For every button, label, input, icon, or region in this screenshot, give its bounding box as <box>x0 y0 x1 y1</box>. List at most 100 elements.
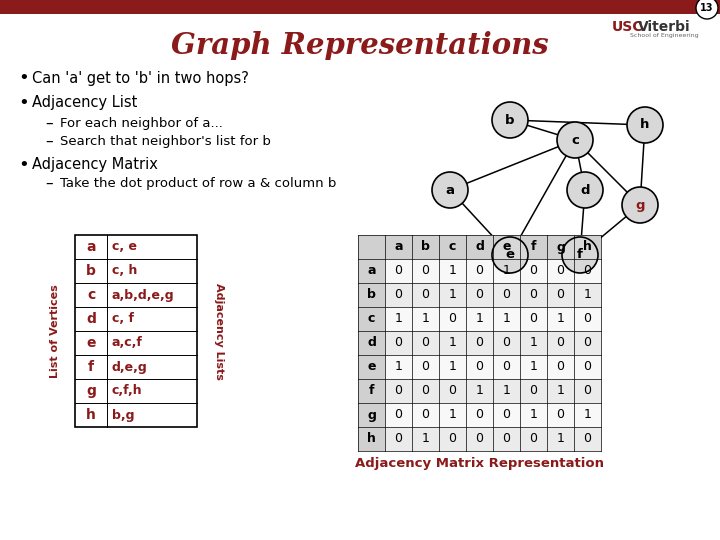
Text: 0: 0 <box>475 361 484 374</box>
Bar <box>358 235 385 259</box>
Circle shape <box>492 102 528 138</box>
Text: 0: 0 <box>449 433 456 446</box>
Text: 1: 1 <box>557 433 564 446</box>
Text: b,g: b,g <box>112 408 135 422</box>
Text: 1: 1 <box>530 361 537 374</box>
Bar <box>358 307 601 331</box>
Text: 0: 0 <box>583 265 592 278</box>
Text: c,f,h: c,f,h <box>112 384 143 397</box>
Text: Can 'a' get to 'b' in two hops?: Can 'a' get to 'b' in two hops? <box>32 71 249 85</box>
Circle shape <box>627 107 663 143</box>
Text: 0: 0 <box>475 433 484 446</box>
Text: h: h <box>367 433 376 446</box>
Circle shape <box>492 237 528 273</box>
Text: g: g <box>367 408 376 422</box>
Text: Adjacency List: Adjacency List <box>32 96 138 111</box>
Text: •: • <box>18 69 29 87</box>
Text: 0: 0 <box>529 288 538 301</box>
Text: List of Vertices: List of Vertices <box>50 284 60 378</box>
Text: 0: 0 <box>503 336 510 349</box>
Bar <box>358 403 601 427</box>
Text: 0: 0 <box>557 408 564 422</box>
Text: 1: 1 <box>422 433 429 446</box>
Bar <box>358 331 385 355</box>
Text: c: c <box>87 288 95 302</box>
Text: Search that neighbor's list for b: Search that neighbor's list for b <box>60 134 271 147</box>
Bar <box>358 283 601 307</box>
Text: 0: 0 <box>557 361 564 374</box>
Text: 0: 0 <box>583 336 592 349</box>
Text: 0: 0 <box>583 384 592 397</box>
Text: d: d <box>86 312 96 326</box>
Text: 0: 0 <box>529 433 538 446</box>
Text: 1: 1 <box>584 288 591 301</box>
Text: a: a <box>367 265 376 278</box>
Text: Adjacency Matrix Representation: Adjacency Matrix Representation <box>355 456 604 469</box>
Text: f: f <box>577 248 583 261</box>
Circle shape <box>432 172 468 208</box>
Text: e: e <box>367 361 376 374</box>
Text: a: a <box>395 240 402 253</box>
Text: 13: 13 <box>701 3 714 13</box>
Text: c: c <box>571 133 579 146</box>
Text: 0: 0 <box>421 408 430 422</box>
Bar <box>358 427 601 451</box>
Circle shape <box>567 172 603 208</box>
Text: 1: 1 <box>557 384 564 397</box>
Text: d: d <box>580 184 590 197</box>
Text: c: c <box>449 240 456 253</box>
Text: a: a <box>86 240 96 254</box>
Text: f: f <box>531 240 536 253</box>
Text: 0: 0 <box>529 313 538 326</box>
Text: For each neighbor of a...: For each neighbor of a... <box>60 117 223 130</box>
Circle shape <box>622 187 658 223</box>
Text: 0: 0 <box>421 265 430 278</box>
Text: 0: 0 <box>421 288 430 301</box>
Text: 1: 1 <box>449 408 456 422</box>
Text: g: g <box>556 240 565 253</box>
Text: b: b <box>367 288 376 301</box>
Text: 0: 0 <box>395 288 402 301</box>
Text: –: – <box>45 176 53 191</box>
Text: 0: 0 <box>395 336 402 349</box>
Text: 0: 0 <box>503 288 510 301</box>
Text: Adjacency Matrix: Adjacency Matrix <box>32 158 158 172</box>
Text: f: f <box>88 360 94 374</box>
Text: c, e: c, e <box>112 240 137 253</box>
Text: 0: 0 <box>529 265 538 278</box>
Text: 1: 1 <box>584 408 591 422</box>
Text: 0: 0 <box>475 288 484 301</box>
Text: a,b,d,e,g: a,b,d,e,g <box>112 288 175 301</box>
Bar <box>358 379 385 403</box>
Bar <box>358 355 601 379</box>
Text: 0: 0 <box>395 408 402 422</box>
Text: e: e <box>503 240 510 253</box>
Bar <box>358 379 601 403</box>
Text: d: d <box>367 336 376 349</box>
Text: 1: 1 <box>449 361 456 374</box>
Bar <box>358 403 385 427</box>
Text: 0: 0 <box>503 408 510 422</box>
Text: 0: 0 <box>449 313 456 326</box>
Text: e: e <box>86 336 96 350</box>
Text: c: c <box>368 313 375 326</box>
Text: –: – <box>45 133 53 148</box>
Text: 0: 0 <box>503 433 510 446</box>
Text: 0: 0 <box>583 433 592 446</box>
Text: g: g <box>86 384 96 398</box>
Text: 1: 1 <box>449 288 456 301</box>
Text: 0: 0 <box>475 408 484 422</box>
Bar <box>358 283 385 307</box>
Circle shape <box>557 122 593 158</box>
Text: 1: 1 <box>476 384 483 397</box>
Bar <box>385 235 601 259</box>
Text: 0: 0 <box>583 361 592 374</box>
Text: 0: 0 <box>449 384 456 397</box>
Text: 0: 0 <box>503 361 510 374</box>
Bar <box>358 259 385 283</box>
Text: 0: 0 <box>557 265 564 278</box>
Text: 1: 1 <box>530 408 537 422</box>
Bar <box>358 307 385 331</box>
Text: 0: 0 <box>583 313 592 326</box>
Text: School of Engineering: School of Engineering <box>630 33 698 38</box>
